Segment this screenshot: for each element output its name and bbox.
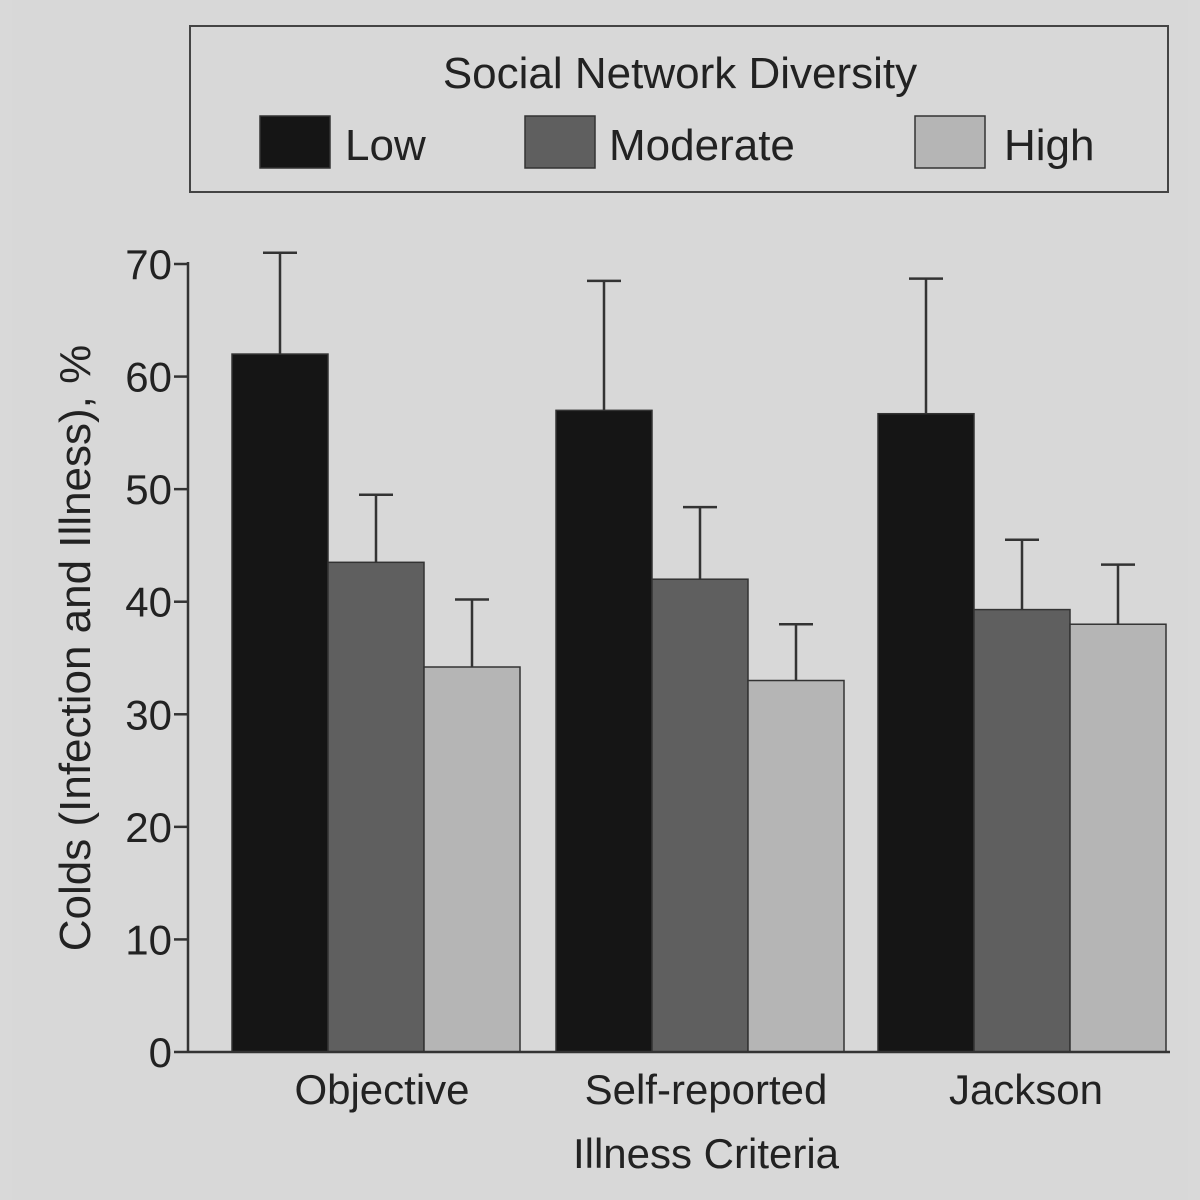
bar-moderate-0	[327, 561, 425, 1053]
y-tick-label-10: 10	[125, 916, 172, 963]
legend-label-high: High	[1004, 121, 1095, 170]
category-label-self-reported: Self-reported	[585, 1066, 828, 1113]
chart-figure: Social Network Diversity Low Moderate Hi…	[12, 0, 1188, 1200]
y-tick-label-70: 70	[125, 241, 172, 288]
y-tick-label-40: 40	[125, 579, 172, 626]
bar-high-1	[747, 679, 845, 1053]
legend-label-low: Low	[345, 121, 426, 170]
category-label-objective: Objective	[294, 1066, 469, 1113]
y-tick-label-60: 60	[125, 354, 172, 401]
legend-label-moderate: Moderate	[609, 121, 795, 170]
bar-high-2	[1069, 623, 1167, 1053]
bar-low-2	[877, 412, 975, 1053]
bar-low-0	[231, 353, 329, 1053]
x-axis-label: Illness Criteria	[573, 1130, 840, 1177]
y-tick-label-50: 50	[125, 466, 172, 513]
bar-moderate-2	[973, 608, 1071, 1053]
bar-high-0	[423, 666, 521, 1053]
plot-area: 0 10 20 30 40 50 60 70	[125, 241, 1170, 1076]
y-tick-label-20: 20	[125, 804, 172, 851]
bar-chart: Social Network Diversity Low Moderate Hi…	[51, 25, 1170, 1177]
bar-moderate-1	[651, 578, 749, 1053]
category-label-jackson: Jackson	[949, 1066, 1103, 1113]
legend-swatch-moderate	[524, 115, 596, 169]
legend-title: Social Network Diversity	[443, 49, 917, 98]
legend-swatch-high	[914, 115, 986, 169]
bar-low-1	[555, 409, 653, 1053]
legend: Social Network Diversity Low Moderate Hi…	[189, 25, 1169, 193]
y-tick-label-0: 0	[149, 1029, 172, 1076]
y-tick-label-30: 30	[125, 691, 172, 738]
y-axis-label: Colds (Infection and Illness), %	[51, 345, 100, 952]
legend-box	[189, 25, 1169, 193]
legend-swatch-low	[259, 115, 331, 169]
